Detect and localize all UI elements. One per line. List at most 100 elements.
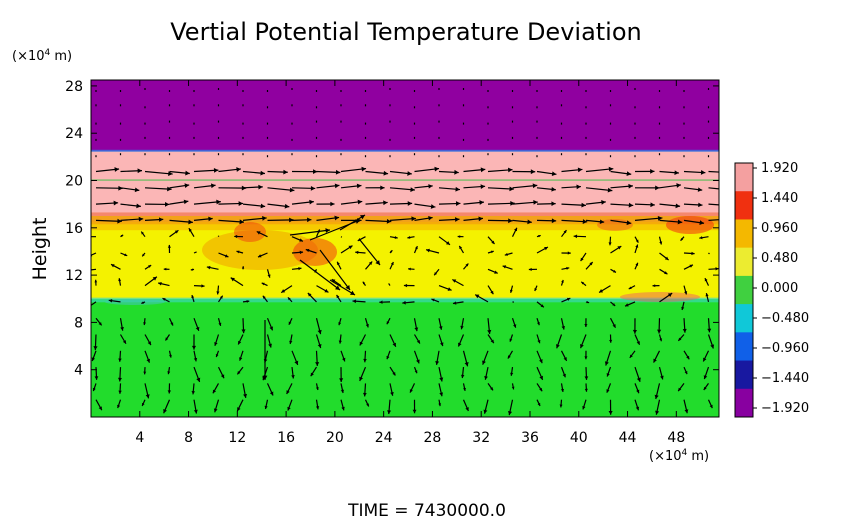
wind-vector — [585, 301, 590, 304]
wind-vector — [236, 366, 244, 375]
wind-vector — [167, 367, 171, 375]
wind-vector — [164, 334, 170, 341]
wind-vector — [708, 203, 719, 206]
wind-vector — [414, 184, 433, 189]
wind-vector — [536, 399, 541, 407]
wind-vector — [291, 266, 302, 271]
wind-vector — [608, 399, 613, 415]
wind-vector — [634, 262, 639, 270]
x-tick-label: 36 — [521, 430, 539, 446]
colorbar-label: −0.960 — [761, 341, 809, 356]
wind-vector — [267, 203, 290, 209]
x-tick-label: 32 — [472, 430, 490, 446]
colorbar-swatch — [735, 304, 753, 333]
colorbar-label: 0.480 — [761, 251, 798, 266]
time-equals: = — [389, 501, 414, 519]
wind-vector — [536, 246, 549, 254]
wind-vector — [261, 282, 268, 287]
wind-vector — [193, 167, 219, 173]
chart-title: Vertial Potential Temperature Deviation — [170, 18, 642, 46]
wind-vector — [359, 366, 367, 382]
colorbar-swatch — [735, 163, 753, 192]
wind-vector — [703, 383, 709, 391]
wind-vector — [95, 200, 119, 206]
wind-vector — [609, 334, 613, 343]
wind-vector — [193, 350, 198, 362]
wind-vector — [458, 245, 465, 254]
wind-vector — [431, 298, 440, 303]
wind-vector — [708, 187, 719, 190]
wind-vector — [413, 245, 418, 254]
wind-vector — [266, 383, 274, 396]
wind-vector — [120, 203, 141, 209]
wind-vector — [487, 167, 513, 173]
wind-vector — [167, 244, 171, 254]
wind-vector — [316, 285, 329, 293]
overlay-east-patch — [620, 292, 700, 302]
wind-vector — [91, 268, 97, 271]
wind-vector — [288, 317, 293, 325]
wind-vector — [338, 334, 342, 344]
wind-vector — [236, 399, 244, 412]
wind-vector — [315, 383, 319, 391]
wind-vector — [386, 350, 391, 360]
wind-vector — [708, 219, 719, 221]
wind-vector — [310, 366, 318, 377]
wind-vector — [217, 366, 225, 379]
wind-vector — [438, 366, 444, 382]
wind-vector — [291, 236, 304, 242]
wind-vector — [536, 350, 543, 364]
wind-vector — [708, 252, 710, 255]
wind-vector — [287, 399, 293, 411]
wind-vector — [634, 185, 660, 191]
wind-vector — [331, 278, 342, 287]
wind-vector — [511, 227, 518, 237]
wind-vector — [512, 169, 536, 175]
wind-vector — [363, 350, 367, 363]
y-tick-label: 28 — [65, 79, 83, 95]
colorbar-swatch — [735, 191, 753, 220]
wind-vector — [242, 300, 250, 303]
wind-vector — [560, 318, 566, 330]
x-tick-label: 44 — [619, 430, 637, 446]
wind-vector — [438, 285, 452, 291]
wind-vector — [561, 266, 570, 270]
wind-vector — [657, 318, 662, 334]
wind-vector — [452, 278, 464, 287]
wind-vector — [460, 318, 465, 330]
wind-vector — [598, 285, 611, 294]
wind-vector — [389, 366, 396, 376]
wind-vector — [336, 294, 342, 303]
wind-vector — [409, 383, 416, 393]
wind-vector — [632, 318, 638, 334]
wind-vector — [315, 334, 322, 349]
wind-vector — [359, 334, 367, 346]
wind-vector — [677, 383, 685, 392]
wind-vector — [241, 266, 245, 270]
wind-vector — [267, 217, 294, 223]
wind-vector — [144, 217, 164, 222]
wind-vector — [242, 170, 266, 176]
wind-vector — [141, 252, 146, 257]
wind-vector — [683, 187, 703, 192]
wind-vector — [218, 167, 241, 173]
wind-vector — [414, 203, 436, 209]
wind-vector — [266, 334, 272, 348]
wind-vector — [352, 299, 366, 304]
wind-vector — [659, 219, 683, 225]
wind-vector — [582, 399, 587, 410]
wind-vector — [191, 383, 196, 395]
wind-vector — [143, 367, 147, 375]
overlay-band-blue-thin — [91, 149, 719, 152]
wind-vector — [585, 219, 605, 225]
wind-vector — [218, 201, 244, 206]
wind-vector — [658, 366, 664, 380]
wind-vector — [307, 292, 317, 303]
layer-lower-band — [91, 298, 719, 417]
y-axis: 4 8 12 16 20 24 28 — [65, 79, 719, 379]
wind-vector — [610, 219, 632, 226]
wind-vector — [267, 169, 288, 175]
overlay-band-cyan — [91, 297, 719, 303]
wind-vector — [483, 399, 489, 414]
overlay-east-red — [666, 216, 714, 234]
